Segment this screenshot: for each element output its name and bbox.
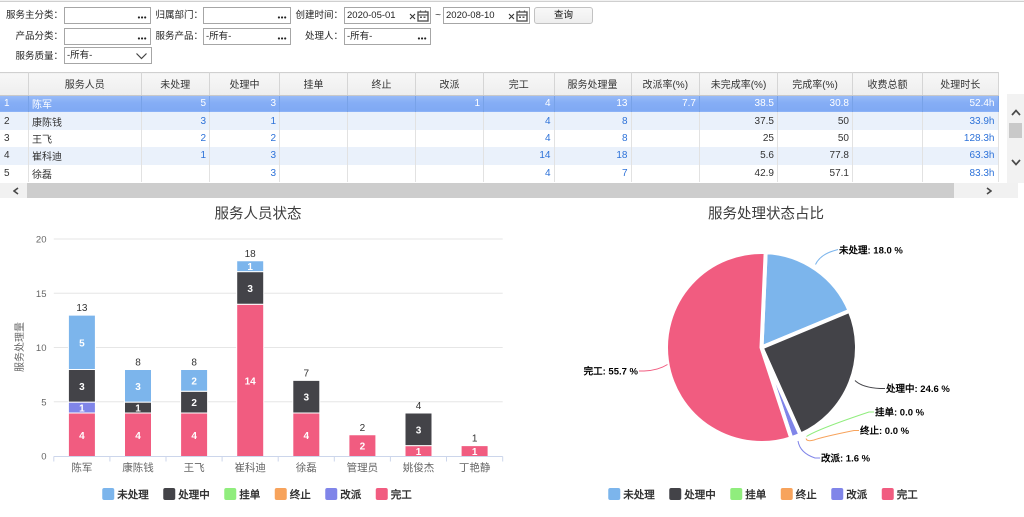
svg-text:8: 8	[135, 358, 141, 369]
svg-text:2: 2	[191, 398, 197, 409]
svg-text:王飞: 王飞	[184, 462, 205, 474]
svg-text:崔科迪: 崔科迪	[234, 461, 266, 474]
svg-text:3: 3	[247, 284, 253, 295]
svg-text:终止: 终止	[796, 488, 817, 501]
svg-text:1: 1	[135, 404, 141, 415]
svg-text:2: 2	[360, 442, 366, 453]
svg-text:徐磊: 徐磊	[296, 461, 317, 474]
svg-text:完工: 55.7 %: 完工: 55.7 %	[584, 366, 639, 378]
svg-text:3: 3	[416, 425, 422, 436]
svg-text:改派: 1.6 %: 改派: 1.6 %	[821, 453, 871, 465]
svg-text:4: 4	[304, 431, 310, 442]
svg-text:4: 4	[135, 431, 141, 442]
svg-text:3: 3	[135, 382, 141, 393]
svg-text:服务处理状态占比: 服务处理状态占比	[708, 206, 824, 223]
svg-text:康陈钱: 康陈钱	[122, 461, 154, 474]
svg-text:20: 20	[36, 235, 47, 246]
svg-text:7: 7	[304, 368, 310, 379]
svg-text:18: 18	[245, 249, 257, 260]
svg-text:挂单: 0.0 %: 挂单: 0.0 %	[875, 407, 925, 419]
svg-text:管理员: 管理员	[347, 461, 379, 474]
svg-text:未处理: 18.0 %: 未处理: 18.0 %	[838, 245, 903, 257]
svg-text:服务处理量: 服务处理量	[13, 322, 26, 372]
svg-text:10: 10	[36, 343, 47, 354]
svg-text:挂单: 挂单	[745, 488, 766, 501]
svg-text:处理中: 24.6 %: 处理中: 24.6 %	[885, 383, 950, 395]
svg-text:挂单: 挂单	[239, 488, 260, 501]
svg-text:完工: 完工	[391, 488, 412, 501]
svg-text:1: 1	[79, 404, 85, 415]
svg-text:1: 1	[247, 262, 253, 273]
svg-text:4: 4	[191, 431, 197, 442]
svg-text:处理中: 处理中	[683, 488, 716, 501]
svg-text:1: 1	[472, 434, 478, 445]
svg-text:2: 2	[191, 376, 197, 387]
svg-text:0: 0	[41, 452, 46, 463]
svg-text:4: 4	[416, 401, 422, 412]
svg-text:改派: 改派	[340, 488, 361, 501]
svg-text:处理中: 处理中	[177, 488, 210, 501]
svg-text:8: 8	[191, 358, 197, 369]
svg-text:3: 3	[79, 382, 85, 393]
svg-text:13: 13	[76, 303, 88, 314]
svg-text:完工: 完工	[897, 488, 918, 501]
svg-text:2: 2	[360, 423, 366, 434]
svg-text:终止: 终止	[290, 488, 311, 501]
svg-text:改派: 改派	[846, 488, 867, 501]
svg-text:终止: 0.0 %: 终止: 0.0 %	[859, 425, 910, 437]
svg-text:未处理: 未处理	[622, 488, 655, 501]
svg-text:1: 1	[416, 447, 422, 458]
svg-text:姚俊杰: 姚俊杰	[403, 461, 435, 474]
svg-text:5: 5	[41, 397, 46, 408]
svg-text:陈军: 陈军	[71, 461, 92, 474]
svg-text:3: 3	[304, 393, 310, 404]
svg-text:丁艳静: 丁艳静	[459, 461, 491, 474]
svg-text:1: 1	[472, 447, 478, 458]
svg-text:14: 14	[245, 376, 257, 387]
svg-text:未处理: 未处理	[116, 488, 149, 501]
svg-text:5: 5	[79, 338, 85, 349]
svg-text:服务人员状态: 服务人员状态	[215, 206, 302, 223]
svg-text:15: 15	[36, 289, 47, 300]
svg-text:4: 4	[79, 431, 85, 442]
